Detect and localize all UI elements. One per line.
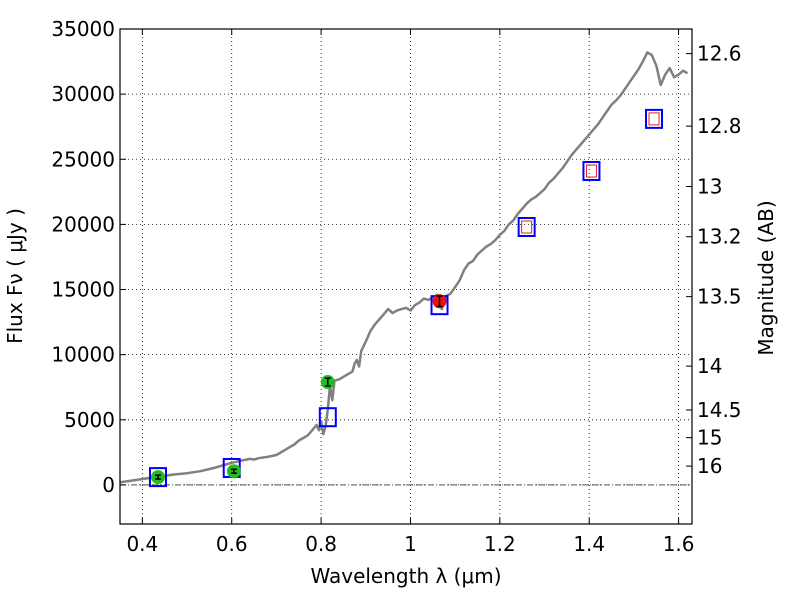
mag-tick-label: 12.8 [697, 114, 742, 138]
model-box-marker [318, 407, 337, 428]
plot-frame [119, 28, 693, 525]
x-tick-label: 1.2 [484, 532, 516, 556]
y-tick-label: 15000 [51, 278, 115, 302]
y-tick-label: 5000 [64, 408, 115, 432]
x-tick-label: 1 [404, 532, 417, 556]
y2-axis-title: Magnitude (AB) [754, 200, 778, 355]
y-axis-left: 0 5000 10000 15000 20000 25000 30000 35000 [51, 17, 126, 497]
mag-tick-label: 16 [697, 454, 722, 478]
mag-tick-label: 13.2 [697, 225, 742, 249]
x-axis: 0.4 0.6 0.8 1 1.2 1.4 1.6 [126, 29, 695, 556]
open-data-point [648, 112, 660, 126]
mag-tick-label: 13.5 [697, 285, 742, 309]
y-tick-label: 10000 [51, 343, 115, 367]
y-tick-label: 30000 [51, 82, 115, 106]
y-tick-label: 20000 [51, 212, 115, 236]
open-data-point [585, 164, 597, 178]
x-tick-label: 1.6 [663, 532, 695, 556]
y-tick-label: 35000 [51, 17, 115, 41]
y-axis-title: Flux Fν ( μJy ) [3, 208, 27, 344]
y-tick-label: 0 [102, 473, 115, 497]
mag-tick-label: 14 [697, 354, 722, 378]
x-tick-label: 0.6 [216, 532, 248, 556]
open-data-point [521, 220, 533, 234]
x-axis-title: Wavelength λ (μm) [310, 564, 501, 588]
mag-tick-label: 13 [697, 175, 722, 199]
mag-tick-label: 15 [697, 426, 722, 450]
x-tick-label: 0.8 [305, 532, 337, 556]
x-tick-label: 0.4 [126, 532, 158, 556]
model-box-marker [645, 108, 664, 129]
model-box-marker [517, 217, 536, 237]
y-tick-label: 25000 [51, 147, 115, 171]
mag-tick-label: 12.6 [697, 42, 742, 66]
model-box-marker [148, 467, 167, 488]
plot-area [120, 51, 689, 488]
model-box-marker [582, 160, 601, 181]
mag-tick-label: 14.5 [697, 398, 742, 422]
y-axis-right-magnitude: 12.6 12.8 13 13.2 13.5 14 14.5 15 16 [686, 42, 742, 478]
x-tick-label: 1.4 [573, 532, 605, 556]
